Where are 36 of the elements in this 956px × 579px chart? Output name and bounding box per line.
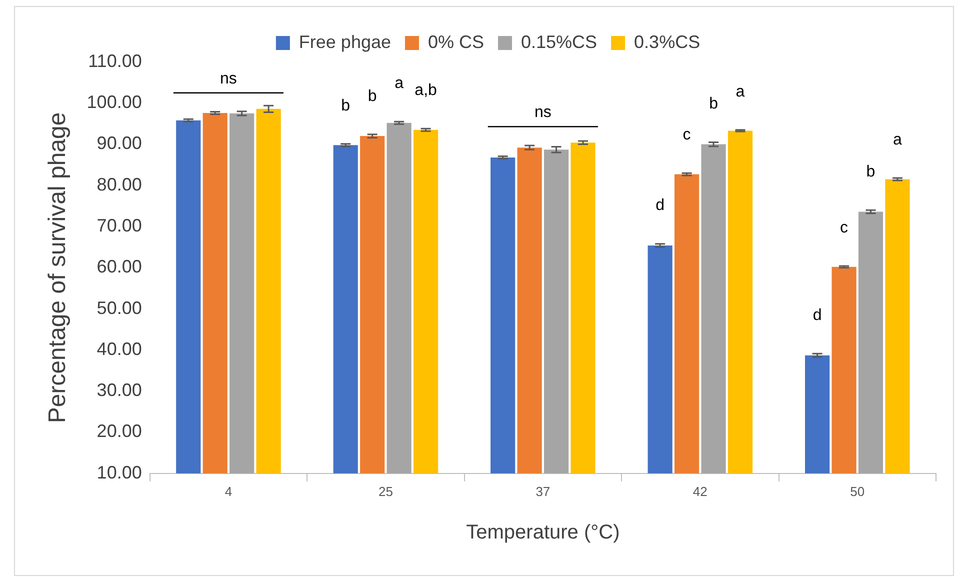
y-tick-label: 40.00 (96, 338, 142, 359)
y-tick-label: 90.00 (96, 133, 142, 154)
data-label: a (893, 131, 902, 148)
x-tick-label: 4 (224, 484, 232, 499)
y-tick-label: 80.00 (96, 174, 142, 194)
y-tick-label: 60.00 (96, 256, 142, 277)
x-tick-label: 50 (850, 484, 865, 499)
annotation: ns (534, 104, 552, 122)
y-tick-label: 10.00 (96, 462, 142, 482)
y-tick-label: 100.00 (86, 92, 142, 112)
data-label: b (709, 96, 718, 113)
x-tick-label: 37 (536, 484, 550, 499)
data-label: b (866, 164, 876, 181)
y-tick-label: 70.00 (96, 216, 142, 236)
data-label: a (736, 83, 745, 100)
legend-label: 0.15%CS (521, 32, 598, 52)
y-tick-label: 30.00 (96, 380, 142, 400)
data-label: c (840, 219, 848, 236)
data-label: b (368, 88, 377, 105)
annotation: ns (220, 70, 237, 88)
data-label: c (682, 126, 691, 144)
y-tick-label: 20.00 (96, 421, 142, 442)
data-label: b (341, 97, 350, 114)
legend-label: 0% CS (428, 32, 484, 52)
x-tick-label: 25 (378, 484, 393, 499)
legend-label: Free phgae (298, 32, 391, 52)
data-label: a,b (414, 82, 438, 100)
y-tick-label: 110.00 (88, 50, 142, 71)
data-label: d (812, 307, 822, 324)
x-tick-label: 42 (692, 484, 708, 499)
data-label: d (656, 197, 665, 214)
y-tick-label: 50.00 (96, 298, 142, 318)
x-axis-title: Temperature (°C) (466, 522, 620, 544)
y-axis-title: Percentage of survival phage (44, 112, 72, 424)
legend-label: 0.3%CS (634, 32, 700, 52)
data-label: a (394, 75, 404, 92)
